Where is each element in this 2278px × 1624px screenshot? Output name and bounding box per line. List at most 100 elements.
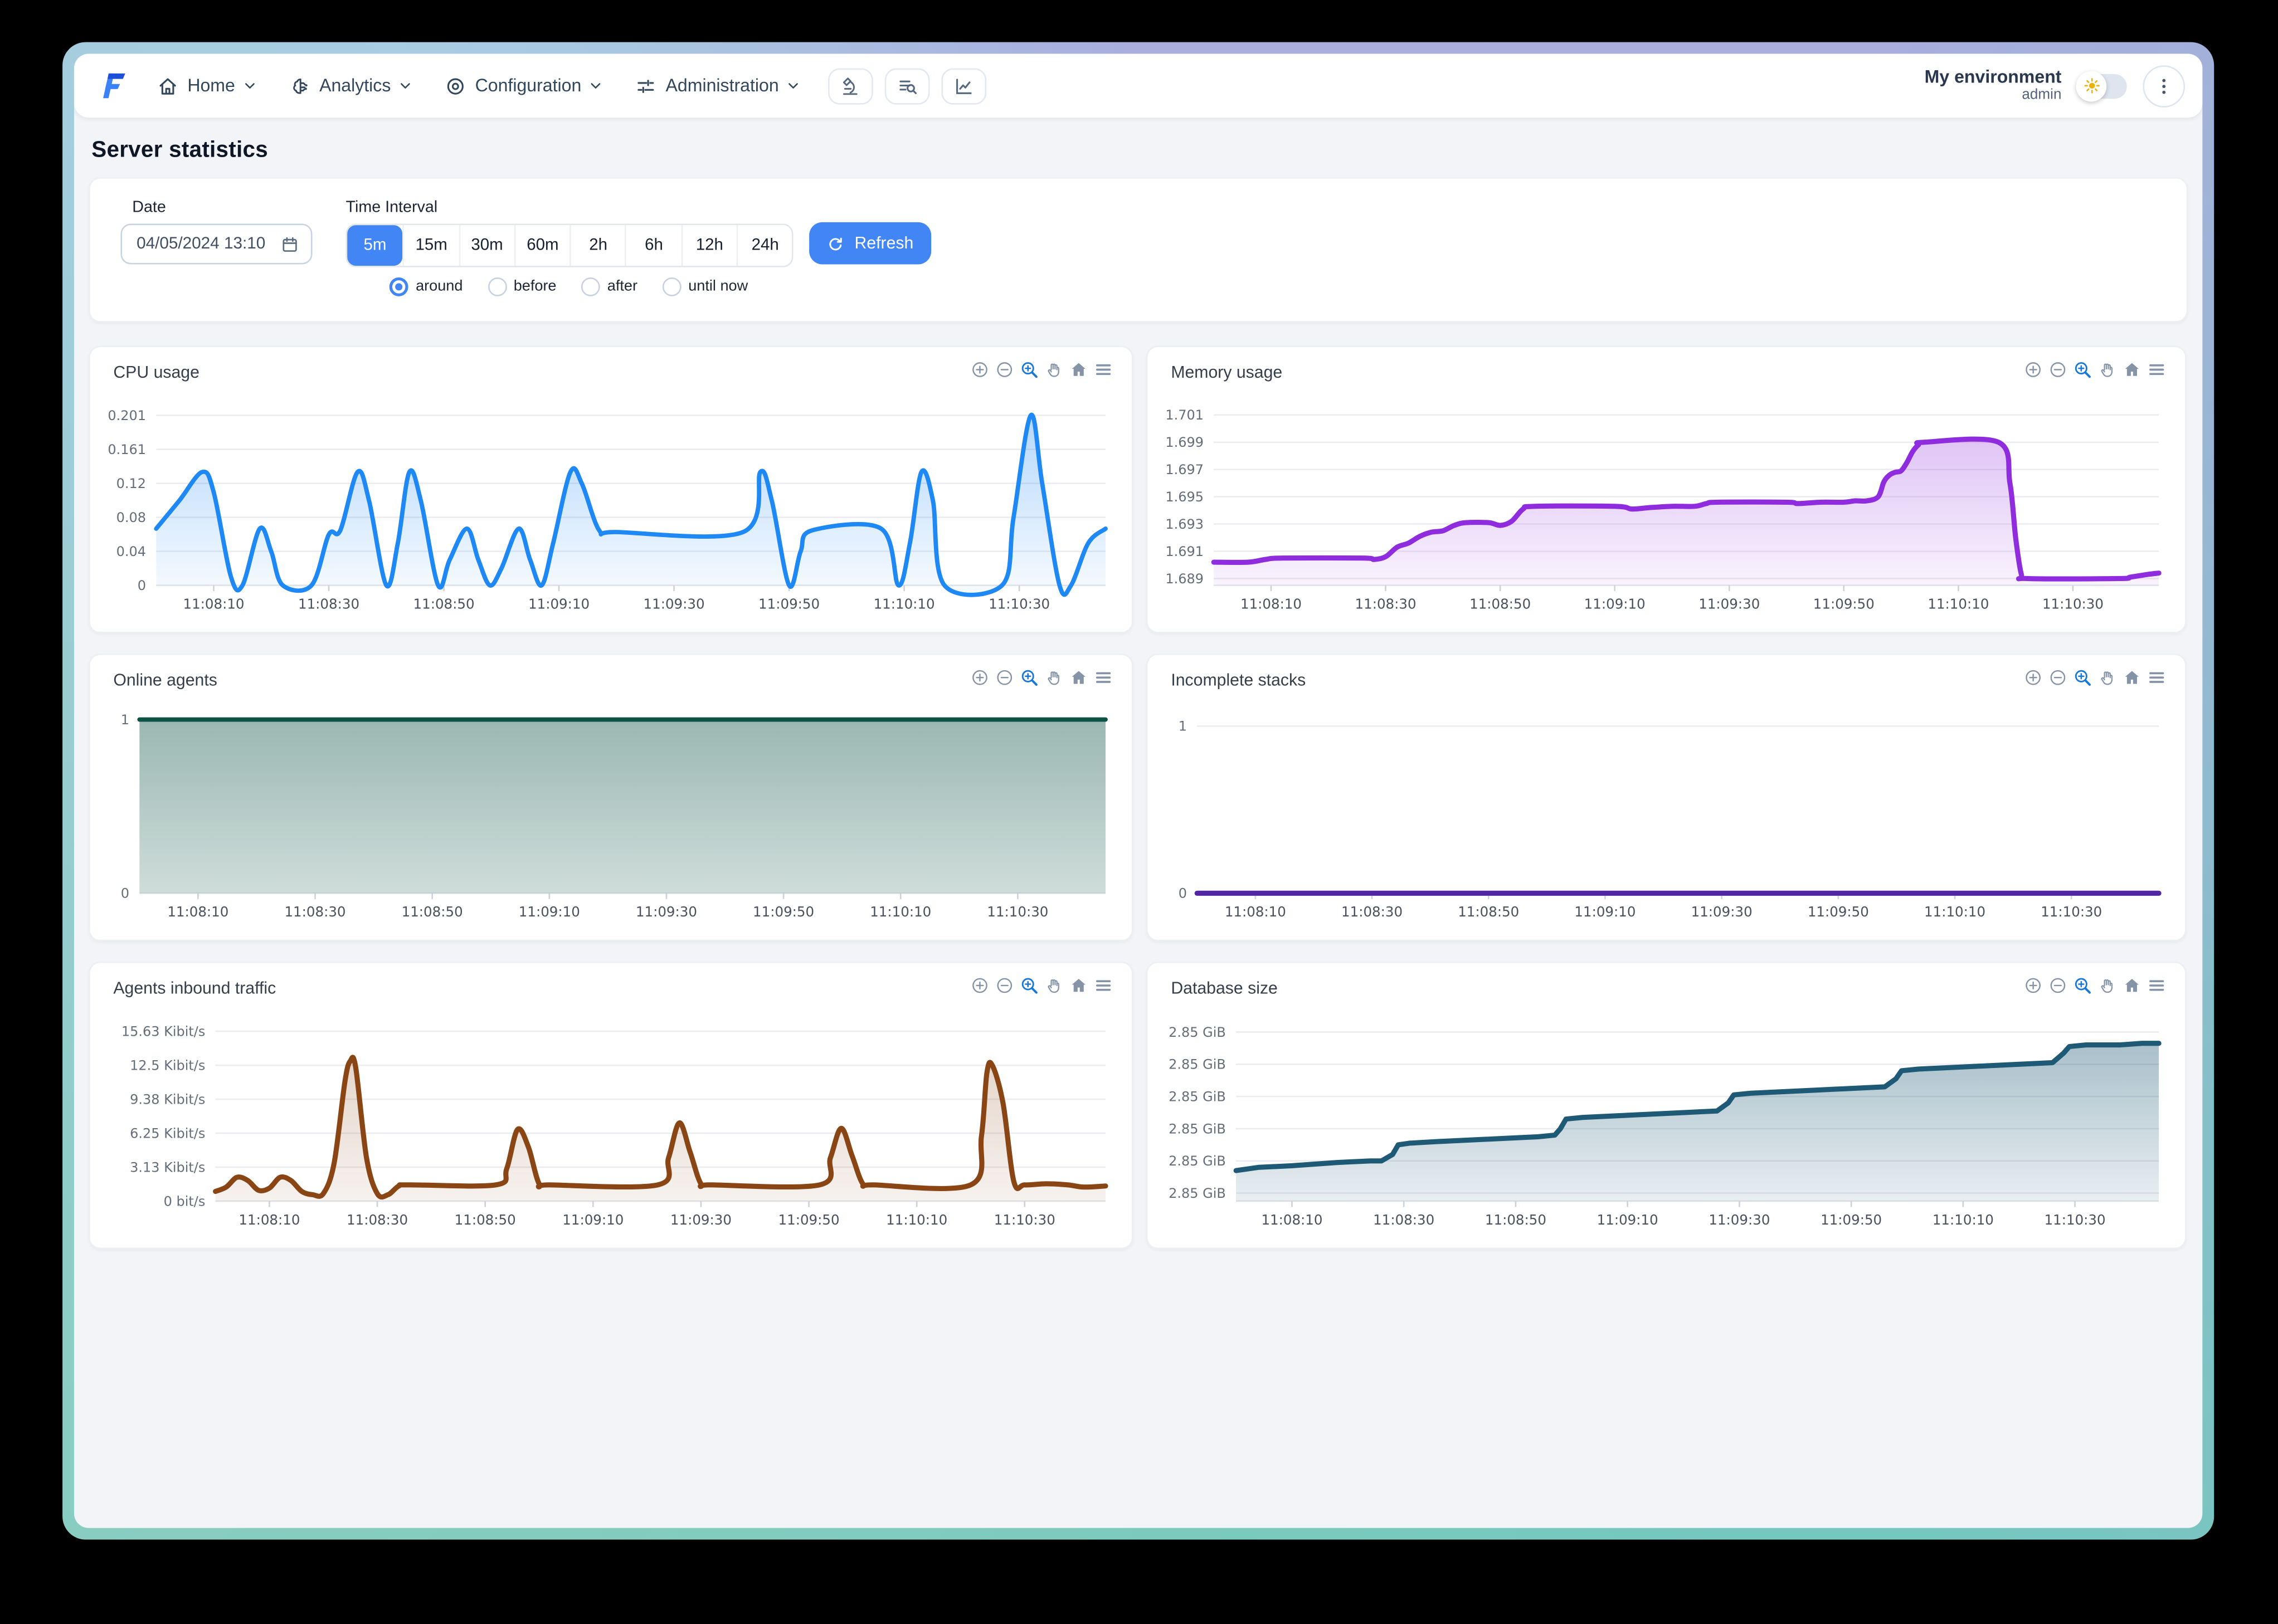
box-zoom-icon[interactable]	[1020, 360, 1039, 379]
menu-icon[interactable]	[2147, 976, 2166, 995]
chart-canvas[interactable]: 2.85 GiB 2.85 GiB 2.85 GiB 2.85 GiB 2.85 GiB…	[1159, 1009, 2173, 1242]
chart-canvas[interactable]: 0 bit/s 3.13 Kibit/s 6.25 Kibit/s 9.38 Kibi…	[101, 1009, 1120, 1242]
chart-canvas[interactable]: 0 1 11:08:10 11:08:30 11:08:50 11:09:10 11:09:…	[1159, 701, 2173, 934]
home-icon[interactable]	[1069, 976, 1088, 995]
svg-text:11:09:30: 11:09:30	[636, 904, 697, 920]
zoom-out-icon[interactable]	[2048, 668, 2067, 687]
pan-icon[interactable]	[1045, 668, 1064, 687]
menu-configuration[interactable]: Configuration	[429, 53, 619, 118]
radio-before[interactable]: before	[487, 277, 557, 296]
interval-5m[interactable]: 5m	[347, 225, 403, 266]
svg-text:11:10:10: 11:10:10	[1924, 904, 1985, 920]
svg-text:11:08:10: 11:08:10	[1261, 1212, 1322, 1228]
interval-6h[interactable]: 6h	[625, 225, 682, 266]
svg-text:12.5 Kibit/s: 12.5 Kibit/s	[130, 1057, 205, 1073]
radio-before-control[interactable]	[487, 277, 507, 296]
zoom-out-icon[interactable]	[995, 668, 1014, 687]
refresh-label: Refresh	[854, 233, 914, 253]
zoom-in-icon[interactable]	[2024, 976, 2043, 995]
menu-analytics[interactable]: Analytics	[273, 53, 429, 118]
chart-toolbar	[2024, 976, 2166, 995]
box-zoom-icon[interactable]	[2073, 360, 2092, 379]
date-input[interactable]	[120, 223, 313, 265]
more-options-button[interactable]	[2143, 65, 2185, 107]
chevron-down-icon	[588, 79, 603, 93]
menu-icon[interactable]	[2147, 668, 2166, 687]
interval-15m[interactable]: 15m	[402, 225, 459, 266]
zoom-out-icon[interactable]	[2048, 976, 2067, 995]
radio-around[interactable]: around	[390, 277, 463, 296]
zoom-out-icon[interactable]	[995, 360, 1014, 379]
calendar-icon	[280, 235, 299, 253]
svg-text:11:10:30: 11:10:30	[987, 904, 1048, 920]
menu-icon[interactable]	[1094, 360, 1113, 379]
home-icon[interactable]	[1069, 668, 1088, 687]
svg-text:1.695: 1.695	[1165, 489, 1204, 505]
svg-text:11:09:30: 11:09:30	[670, 1212, 732, 1228]
chart-title: Agents inbound traffic	[113, 979, 276, 998]
svg-text:11:09:50: 11:09:50	[1813, 596, 1875, 612]
line-chart-button[interactable]	[941, 67, 987, 104]
microscope-button[interactable]	[828, 67, 874, 104]
radio-after-control[interactable]	[581, 277, 600, 296]
interval-2h[interactable]: 2h	[570, 225, 626, 266]
chart-canvas[interactable]: 0 0.04 0.08 0.12 0.161 0.201 11:08:10 11:08:30 1…	[101, 394, 1120, 626]
zoom-out-icon[interactable]	[995, 976, 1014, 995]
home-icon[interactable]	[1069, 360, 1088, 379]
chart-toolbar	[971, 668, 1113, 687]
interval-30m[interactable]: 30m	[458, 225, 514, 266]
zoom-in-icon[interactable]	[971, 668, 990, 687]
svg-text:11:08:50: 11:08:50	[402, 904, 463, 920]
chart-canvas[interactable]: 0 1 11:08:10 11:08:30 11:08:50 11:09:10 11:09:…	[101, 701, 1120, 934]
pan-icon[interactable]	[1045, 360, 1064, 379]
interval-24h[interactable]: 24h	[737, 225, 792, 266]
home-icon[interactable]	[2123, 976, 2141, 995]
zoom-in-icon[interactable]	[971, 976, 990, 995]
zoom-in-icon[interactable]	[971, 360, 990, 379]
menu-icon[interactable]	[1094, 976, 1113, 995]
menu-icon[interactable]	[2147, 360, 2166, 379]
box-zoom-icon[interactable]	[2073, 976, 2092, 995]
microscope-icon	[840, 75, 861, 96]
svg-text:11:09:30: 11:09:30	[1709, 1212, 1770, 1228]
box-zoom-icon[interactable]	[1020, 976, 1039, 995]
sun-icon	[2082, 77, 2100, 94]
pan-icon[interactable]	[2098, 976, 2117, 995]
interval-60m[interactable]: 60m	[514, 225, 570, 266]
zoom-in-icon[interactable]	[2024, 360, 2043, 379]
interval-12h[interactable]: 12h	[681, 225, 737, 266]
box-zoom-icon[interactable]	[1020, 668, 1039, 687]
svg-text:1: 1	[1179, 719, 1187, 734]
chart-card: Memory usage 1.689 1.691 1.693 1.695 1.697 1.…	[1146, 345, 2187, 633]
zoom-in-icon[interactable]	[2024, 668, 2043, 687]
svg-text:2.85 GiB: 2.85 GiB	[1169, 1057, 1226, 1072]
refresh-button[interactable]: Refresh	[809, 222, 932, 265]
radio-until-now-control[interactable]	[662, 277, 682, 296]
chart-toolbar	[2024, 360, 2166, 379]
chevron-down-icon	[242, 79, 257, 93]
theme-toggle[interactable]	[2076, 70, 2127, 101]
home-icon[interactable]	[2123, 668, 2141, 687]
menu-icon[interactable]	[1094, 668, 1113, 687]
menu-administration[interactable]: Administration	[619, 53, 816, 118]
date-field[interactable]	[137, 235, 272, 253]
box-zoom-icon[interactable]	[2073, 668, 2092, 687]
chart-title: Memory usage	[1171, 363, 1283, 382]
pan-icon[interactable]	[2098, 668, 2117, 687]
svg-text:1.691: 1.691	[1165, 544, 1204, 559]
radio-until-now[interactable]: until now	[662, 277, 748, 296]
list-search-icon	[897, 75, 918, 96]
chart-canvas[interactable]: 1.689 1.691 1.693 1.695 1.697 1.699 1.701 11:08…	[1159, 394, 2173, 626]
administration-icon	[635, 75, 657, 96]
svg-text:11:09:30: 11:09:30	[644, 596, 705, 612]
pan-icon[interactable]	[1045, 976, 1064, 995]
zoom-out-icon[interactable]	[2048, 360, 2067, 379]
menu-home[interactable]: Home	[141, 53, 273, 118]
svg-text:11:08:10: 11:08:10	[1240, 596, 1302, 612]
home-icon[interactable]	[2123, 360, 2141, 379]
list-search-button[interactable]	[885, 67, 930, 104]
radio-around-control[interactable]	[390, 277, 409, 296]
pan-icon[interactable]	[2098, 360, 2117, 379]
radio-after[interactable]: after	[581, 277, 637, 296]
svg-text:11:09:10: 11:09:10	[528, 596, 590, 612]
